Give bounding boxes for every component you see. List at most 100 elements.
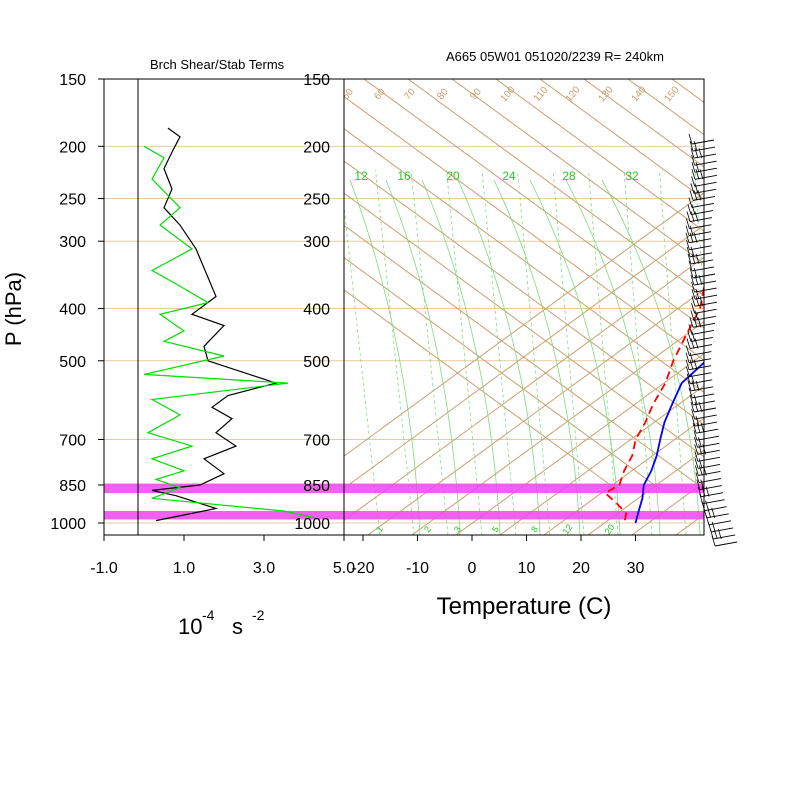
inversion-band-1 bbox=[344, 510, 704, 520]
wind-barb-feather bbox=[691, 169, 696, 180]
wind-barb bbox=[694, 414, 717, 420]
left-ytick-label: 250 bbox=[59, 192, 86, 209]
bottom-mixing-label: 2 bbox=[422, 524, 433, 534]
wind-barb-feather bbox=[689, 394, 694, 406]
right-ytick-label: 150 bbox=[303, 72, 330, 89]
wind-barb bbox=[689, 351, 712, 357]
left-ylabel: P (hPa) bbox=[1, 272, 26, 346]
left-ytick-label: 200 bbox=[59, 139, 86, 156]
wind-barb-feather bbox=[696, 479, 701, 490]
wind-barb-feather bbox=[685, 352, 690, 363]
wind-barb-feather bbox=[694, 458, 699, 469]
wind-barb-feather bbox=[691, 176, 695, 187]
left-ytick-label: 1000 bbox=[50, 516, 86, 533]
right-xtick-label: -20 bbox=[351, 560, 374, 577]
dry-adiabat-line bbox=[760, 79, 800, 489]
wind-barb-feather bbox=[697, 317, 702, 328]
isotherm-line bbox=[367, 288, 704, 535]
wind-barb-feather bbox=[687, 331, 692, 342]
wind-barb-feather bbox=[690, 274, 695, 286]
right-ytick-label: 300 bbox=[303, 234, 330, 251]
wind-barb-feather bbox=[690, 246, 695, 257]
wind-barb bbox=[694, 181, 717, 187]
wind-barb-feather bbox=[687, 204, 692, 215]
wind-barb-feather bbox=[693, 317, 698, 328]
wind-barb-feather bbox=[693, 267, 698, 279]
wind-barb-feather bbox=[690, 338, 695, 349]
dry-adiabat-line bbox=[407, 79, 704, 297]
wind-barb-feather bbox=[713, 528, 718, 540]
wind-barb-feather bbox=[695, 380, 700, 391]
right-xtick-label: 0 bbox=[468, 560, 477, 577]
dry-adiabat-line bbox=[583, 79, 704, 168]
left-ytick-label: 700 bbox=[59, 433, 86, 450]
wind-barb-feather bbox=[698, 465, 703, 476]
dry-adiabat-line bbox=[344, 289, 617, 490]
wind-barb-feather bbox=[688, 133, 693, 145]
wind-barb-feather bbox=[689, 232, 694, 243]
wind-barb-feather bbox=[711, 507, 716, 518]
wind-barb-feather bbox=[686, 366, 690, 377]
wind-barb bbox=[691, 329, 715, 335]
right-ytick-label: 250 bbox=[303, 192, 330, 209]
mixing-ratio-label: 16 bbox=[397, 169, 411, 183]
dry-adiabat-label: 60 bbox=[372, 86, 388, 102]
wind-barb-feather bbox=[689, 190, 694, 201]
dry-adiabat-label: 150 bbox=[663, 84, 682, 104]
wind-barb-feather bbox=[692, 423, 697, 434]
mixing-ratio-line bbox=[410, 169, 449, 535]
wind-barb-feather bbox=[699, 296, 704, 307]
wind-barb-feather bbox=[691, 253, 696, 265]
wind-barb bbox=[697, 456, 720, 462]
mixing-ratio-label: 32 bbox=[625, 169, 639, 183]
wind-barb-feather bbox=[698, 147, 703, 159]
wind-barb-feather bbox=[687, 253, 692, 265]
wind-barb-feather bbox=[695, 253, 700, 265]
wind-barb-feather bbox=[691, 162, 696, 173]
wind-barb-feather bbox=[693, 394, 698, 406]
wind-barb-feather bbox=[685, 225, 690, 236]
right-ytick-label: 400 bbox=[303, 302, 330, 319]
wind-barb-feather bbox=[691, 155, 695, 166]
wind-barb-feather bbox=[698, 437, 702, 448]
dry-adiabat-line bbox=[716, 79, 800, 489]
wind-barb-feather bbox=[691, 380, 696, 391]
wind-barb-feather bbox=[689, 352, 694, 363]
wind-barb-feather bbox=[689, 267, 694, 279]
wind-barb-feather bbox=[694, 444, 699, 455]
right-ytick-label: 700 bbox=[303, 433, 330, 450]
wind-barb-feather bbox=[705, 486, 710, 497]
mixing-ratio-label: 24 bbox=[502, 169, 516, 183]
wind-barb-feather bbox=[686, 338, 691, 349]
wind-barb-feather bbox=[695, 296, 700, 307]
mixing-ratio-label: 12 bbox=[354, 169, 368, 183]
wind-barb-feather bbox=[691, 289, 696, 300]
dry-adiabat-line bbox=[627, 79, 704, 136]
wind-barb-feather bbox=[694, 310, 699, 321]
bottom-mixing-label: 3 bbox=[452, 524, 463, 534]
wind-barb-feather bbox=[693, 359, 698, 370]
mixing-ratio-label: 20 bbox=[446, 169, 460, 183]
wind-barb-feather bbox=[693, 140, 698, 152]
dry-adiabat-line bbox=[363, 79, 704, 329]
wind-barb bbox=[692, 393, 715, 399]
bottom-mixing-label: 1 bbox=[374, 524, 385, 534]
wind-barb bbox=[689, 224, 712, 230]
wind-barb-feather bbox=[691, 296, 696, 307]
dry-adiabat-line bbox=[344, 128, 704, 393]
mixing-ratio-line bbox=[481, 169, 517, 535]
wind-barb-feather bbox=[698, 274, 703, 286]
isotherm-line bbox=[720, 155, 800, 535]
wind-barb-feather bbox=[691, 303, 695, 314]
wind-barb-feather bbox=[717, 528, 722, 540]
right-xtick-label: 20 bbox=[572, 560, 590, 577]
dry-adiabat-label: 100 bbox=[499, 84, 518, 104]
left-xtick-label: 3.0 bbox=[253, 560, 275, 577]
wind-barb-feather bbox=[689, 359, 694, 370]
wind-barb bbox=[694, 308, 717, 314]
moist-adiabat-line bbox=[457, 179, 541, 535]
left-xlabel-unit-exp: -2 bbox=[252, 607, 265, 623]
wind-barb-feather bbox=[698, 401, 703, 413]
